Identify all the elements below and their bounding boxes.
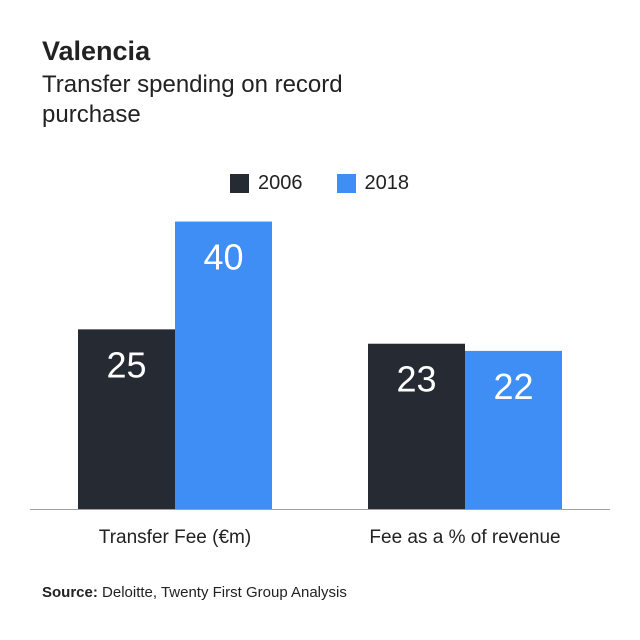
legend-swatch-2006: [230, 173, 249, 193]
legend-label-2018: 2018: [364, 171, 410, 194]
data-label-2018-0: 40: [203, 237, 243, 278]
source-label: Source:: [42, 584, 98, 601]
category-label-0: Transfer Fee (€m): [99, 527, 251, 548]
bar-2018-1: [465, 350, 562, 509]
bar-2018-0: [175, 221, 272, 509]
bar-2006-1: [368, 343, 465, 509]
legend: 2006 2018: [230, 172, 443, 194]
legend-item-2018: 2018: [336, 171, 410, 195]
source-note: Source: Deloitte, Twenty First Group Ana…: [42, 584, 347, 601]
legend-label-2006: 2006: [258, 171, 303, 194]
legend-item-2006: 2006: [230, 172, 303, 195]
chart-title: Valencia: [42, 36, 151, 66]
source-text: Deloitte, Twenty First Group Analysis: [102, 584, 347, 601]
legend-swatch-2018: [336, 173, 356, 193]
data-label-2006-0: 25: [106, 344, 146, 385]
chart-subtitle: Transfer spending on record purchase: [42, 71, 343, 128]
data-label-2018-1: 22: [493, 366, 533, 407]
category-label-1: Fee as a % of revenue: [369, 527, 560, 548]
data-label-2006-1: 23: [396, 359, 436, 400]
bar-2006-0: [78, 329, 175, 509]
